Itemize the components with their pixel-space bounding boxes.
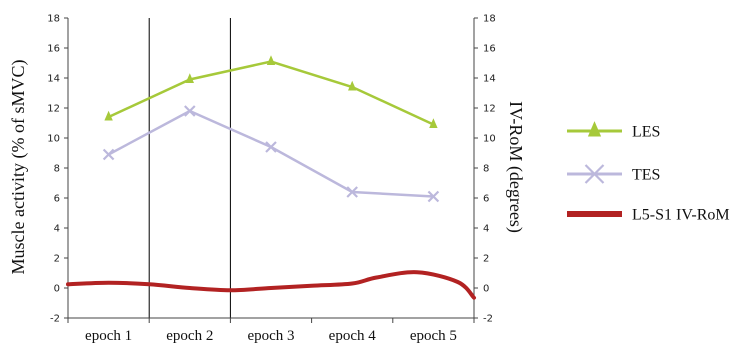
- series-tes: [102, 105, 440, 203]
- legend-item: LES: [567, 121, 660, 141]
- series-les: [104, 55, 438, 128]
- series-line: [66, 270, 476, 300]
- data-point: [427, 190, 440, 203]
- y2-tick-label: 0: [483, 284, 489, 295]
- y2-tick-label: 18: [483, 14, 496, 25]
- legend-item: TES: [567, 164, 660, 184]
- data-point: [348, 80, 357, 91]
- series-layer: [66, 55, 476, 300]
- data-point: [185, 73, 194, 83]
- y-axis-label: Muscle activity (% of sMVC): [8, 60, 29, 275]
- data-point: [102, 148, 115, 161]
- y-tick-label: 0: [54, 284, 60, 295]
- x-tick-label: epoch 5: [410, 328, 457, 344]
- y2-tick-label: 8: [483, 164, 489, 175]
- y-tick-label: 2: [54, 254, 60, 265]
- x-tick-label: epoch 2: [166, 328, 213, 344]
- legend-label: LES: [632, 124, 660, 141]
- legend-label: TES: [632, 167, 660, 184]
- y-tick-label: -2: [50, 314, 60, 325]
- y2-tick-label: 16: [483, 44, 496, 55]
- data-point: [104, 110, 113, 121]
- y2-tick-label: 2: [483, 254, 489, 265]
- data-point: [265, 141, 277, 153]
- legend: LES TES L5-S1 IV-RoM: [567, 121, 730, 224]
- series-l5-s1-iv-rom: [66, 270, 476, 300]
- legend-marker: [584, 164, 605, 184]
- y-tick-label: 10: [47, 134, 60, 145]
- y-tick-label: 18: [47, 14, 60, 25]
- y2-tick-label: 10: [483, 134, 496, 145]
- y-tick-label: 4: [54, 224, 60, 235]
- data-point: [429, 118, 438, 128]
- y2-tick-label: 6: [483, 194, 489, 205]
- series-line: [108, 109, 434, 198]
- y2-tick-label: 14: [483, 74, 496, 85]
- chart-grid: [148, 18, 231, 318]
- legend-label: L5-S1 IV-RoM: [632, 207, 730, 224]
- legend-marker: [587, 121, 602, 137]
- x-tick-label: epoch 1: [85, 328, 132, 344]
- data-point: [184, 105, 196, 117]
- y-tick-label: 6: [54, 194, 60, 205]
- y2-tick-label: 4: [483, 224, 489, 235]
- y2-tick-label: -2: [483, 314, 493, 325]
- series-line: [108, 60, 434, 126]
- y-tick-label: 14: [47, 74, 60, 85]
- y2-axis-label: IV-RoM (degrees): [505, 101, 526, 233]
- data-point: [346, 186, 358, 198]
- y2-tick-label: 12: [483, 104, 496, 115]
- x-tick-label: epoch 3: [247, 328, 294, 344]
- y-tick-label: 16: [47, 44, 60, 55]
- legend-item: L5-S1 IV-RoM: [567, 207, 730, 224]
- y-tick-label: 8: [54, 164, 60, 175]
- data-point: [266, 55, 276, 65]
- x-tick-label: epoch 4: [329, 328, 377, 344]
- y-tick-label: 12: [47, 104, 60, 115]
- chart-axes: -2 -2 0 0 2 2 4 4 6 6 8 8 10 10 12 12 14 14 16 16 18 18 epoch …: [47, 14, 495, 345]
